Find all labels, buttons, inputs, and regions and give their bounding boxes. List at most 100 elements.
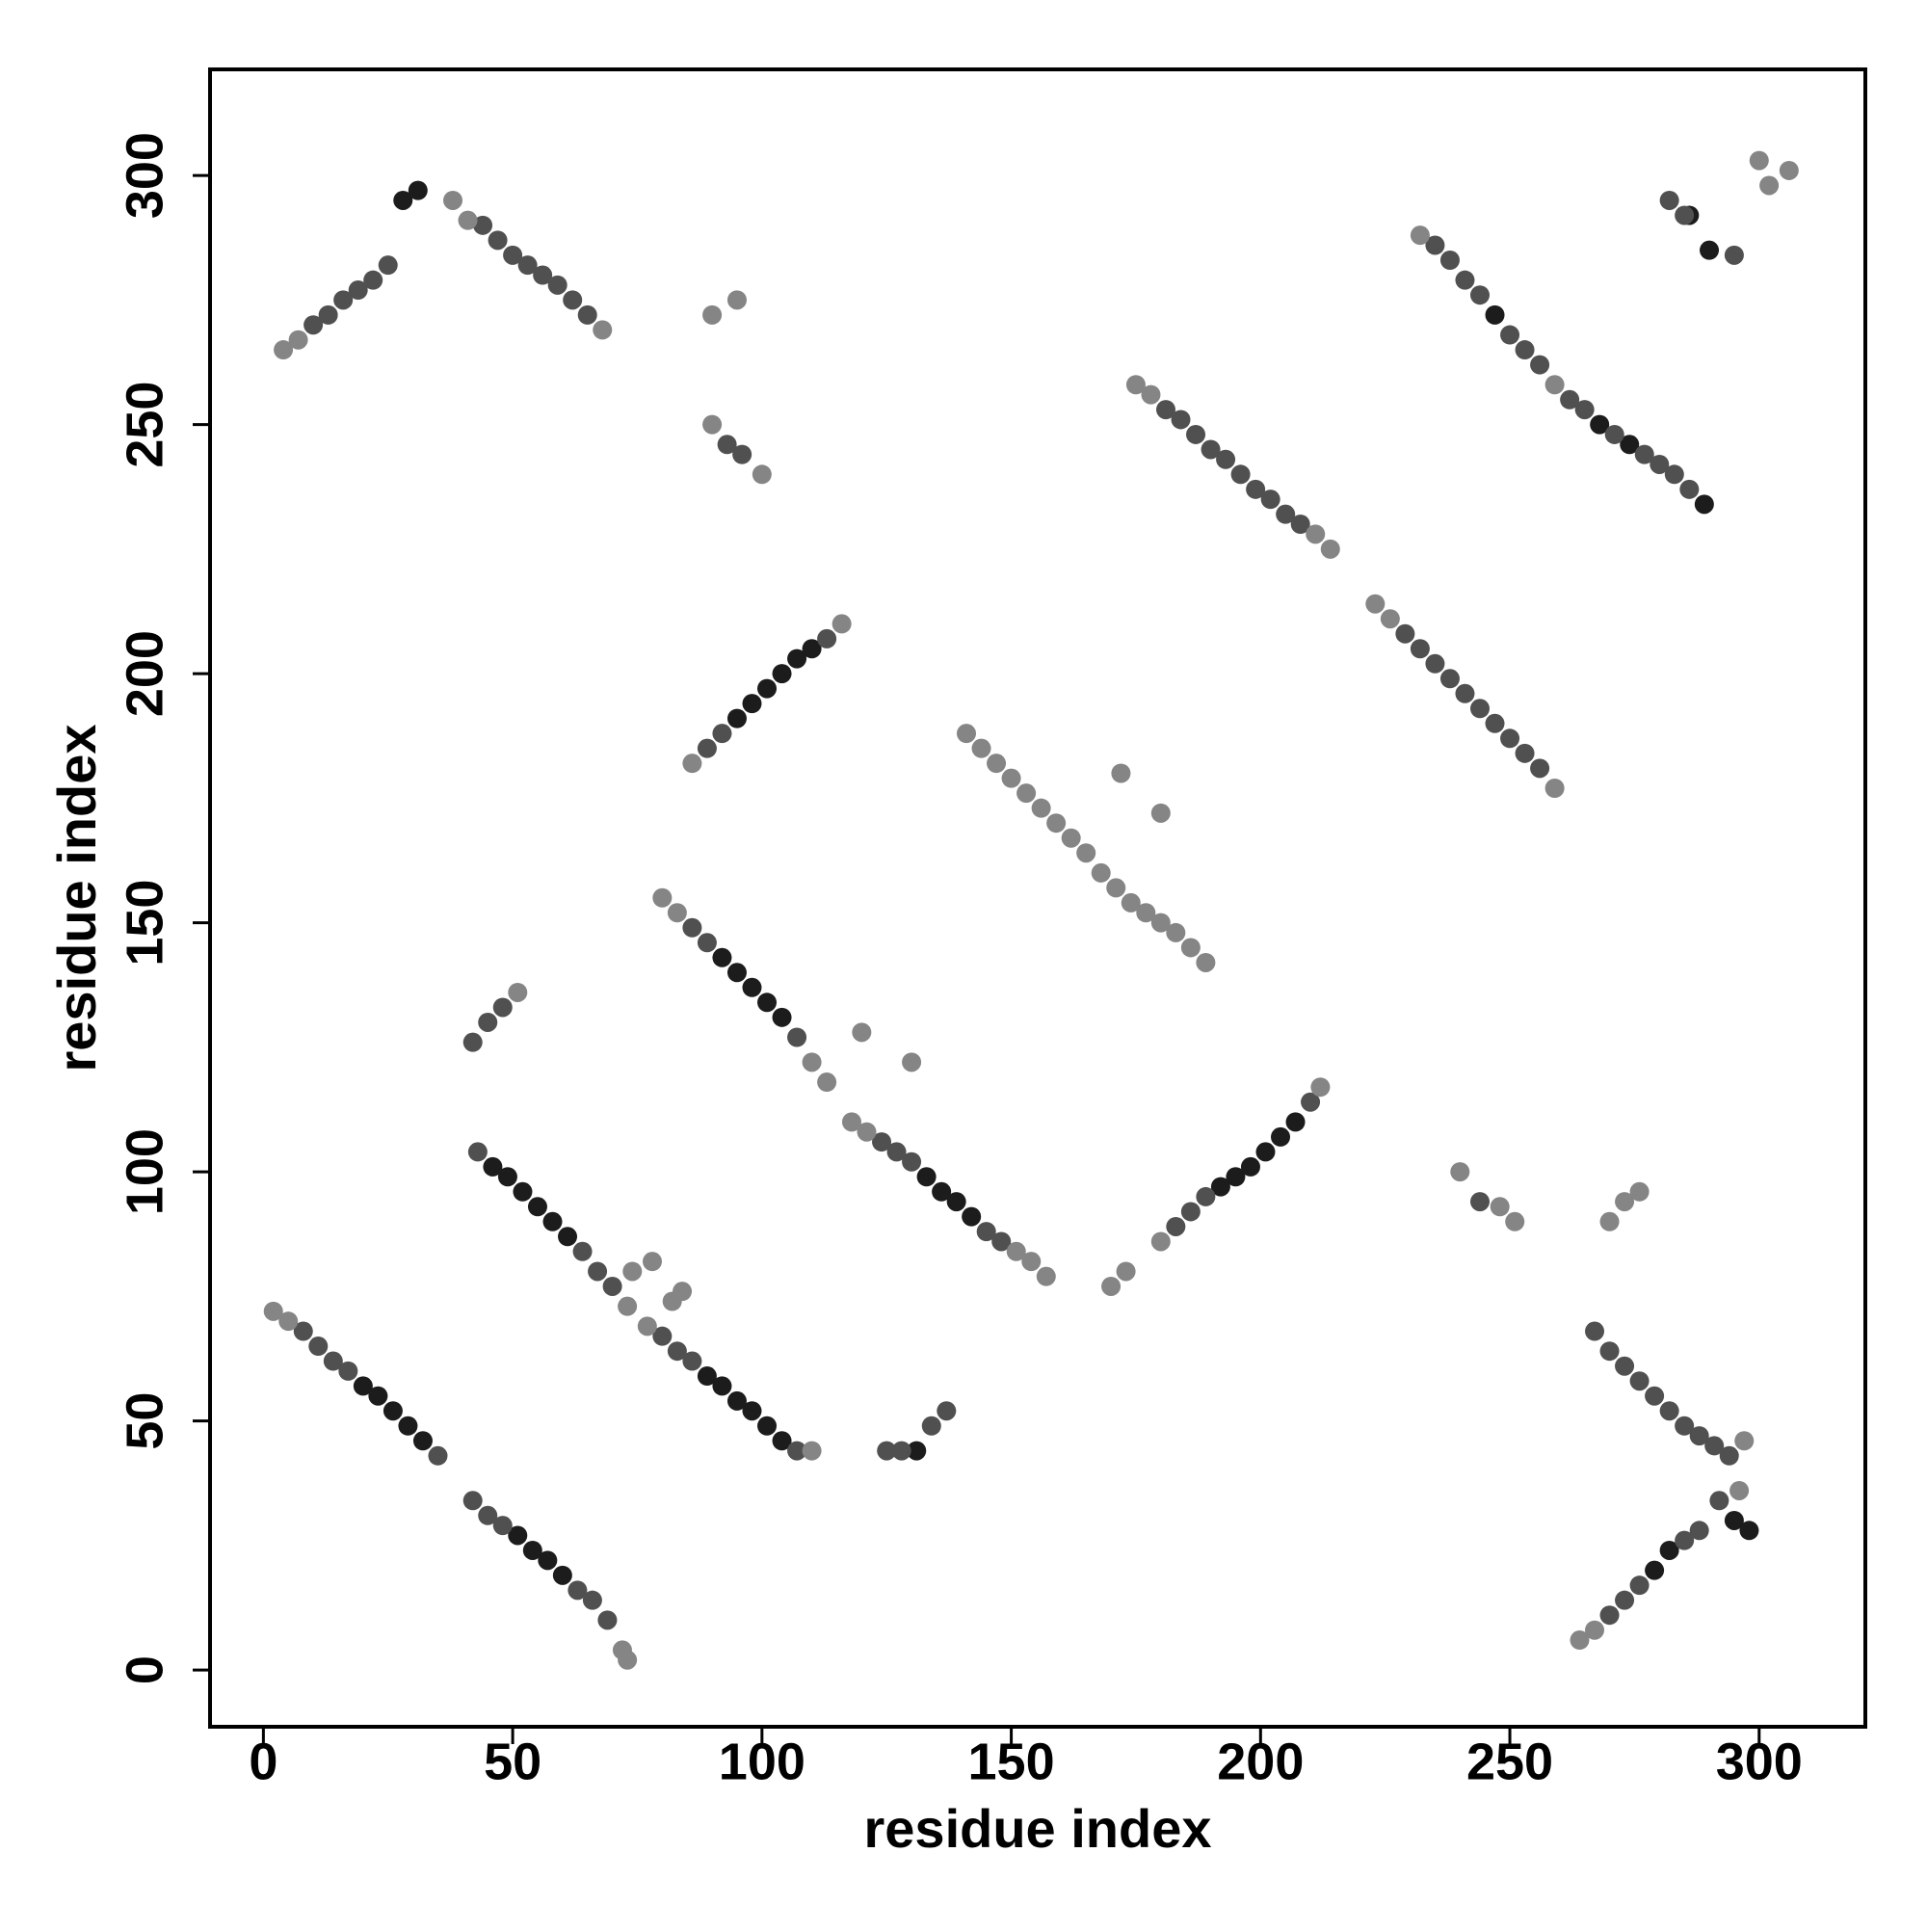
point — [1016, 783, 1037, 804]
point — [597, 1610, 618, 1630]
point — [293, 1321, 313, 1341]
point — [353, 1376, 373, 1396]
x-tick-label: 50 — [484, 1733, 541, 1790]
point — [652, 887, 673, 908]
point — [1155, 400, 1175, 420]
point — [987, 754, 1007, 774]
point — [1125, 375, 1146, 395]
point — [872, 1132, 892, 1152]
point — [1694, 494, 1714, 515]
point — [473, 215, 493, 235]
point — [443, 190, 463, 210]
point — [1141, 384, 1161, 405]
x-tick-label: 150 — [968, 1733, 1055, 1790]
point — [991, 1231, 1012, 1252]
point — [1689, 1521, 1709, 1541]
point — [802, 639, 822, 659]
point — [398, 1416, 418, 1436]
point — [288, 330, 308, 350]
point — [1196, 952, 1216, 972]
point — [428, 1445, 448, 1466]
point — [1585, 1620, 1605, 1640]
point — [1739, 1521, 1759, 1541]
point — [1490, 1197, 1510, 1217]
point — [1196, 1186, 1216, 1206]
point — [323, 1351, 343, 1371]
point — [1061, 828, 1081, 848]
point — [712, 724, 732, 744]
point — [1116, 1261, 1136, 1282]
point — [1001, 768, 1021, 788]
point — [1166, 1216, 1186, 1236]
point — [1629, 1181, 1650, 1202]
point — [1530, 758, 1550, 779]
point — [1629, 1371, 1650, 1391]
point — [682, 1351, 702, 1371]
point — [726, 708, 747, 728]
point — [363, 270, 383, 290]
point — [1240, 1156, 1260, 1177]
point — [588, 1261, 608, 1282]
point — [1574, 400, 1595, 420]
point — [1216, 449, 1236, 469]
point — [1150, 803, 1171, 823]
point — [907, 1441, 927, 1461]
point — [1121, 892, 1141, 913]
point — [1629, 1575, 1650, 1596]
y-tick-label: 100 — [116, 1128, 173, 1215]
point — [1560, 389, 1580, 410]
point — [1365, 594, 1386, 614]
point — [667, 1341, 687, 1362]
point — [492, 997, 513, 1018]
point — [1689, 1426, 1709, 1446]
x-tick-label: 100 — [719, 1733, 805, 1790]
point — [304, 315, 324, 335]
point — [1171, 410, 1191, 430]
point — [1246, 479, 1266, 499]
y-tick-label: 250 — [116, 382, 173, 468]
point — [503, 245, 523, 265]
point — [787, 648, 807, 669]
point — [1260, 490, 1280, 510]
point — [937, 1401, 957, 1421]
point — [338, 1361, 358, 1381]
plot-frame — [208, 67, 1867, 1729]
point — [1310, 1077, 1331, 1098]
point — [1230, 464, 1251, 485]
point — [383, 1401, 403, 1421]
point — [1455, 270, 1475, 290]
point — [841, 1112, 861, 1132]
point — [787, 1027, 807, 1047]
point — [1301, 1092, 1321, 1112]
y-axis-label: residue index — [46, 724, 107, 1072]
point — [772, 664, 792, 684]
point — [1645, 1560, 1665, 1580]
point — [1425, 235, 1445, 255]
point — [318, 304, 338, 325]
point — [1410, 639, 1430, 659]
point — [726, 963, 747, 983]
point — [533, 265, 553, 285]
point — [1664, 464, 1684, 485]
point — [593, 320, 613, 340]
x-axis-label: residue index — [863, 1798, 1211, 1859]
point — [1615, 1192, 1635, 1212]
point — [962, 1206, 982, 1227]
point — [547, 275, 568, 295]
point — [1485, 304, 1505, 325]
point — [572, 1241, 593, 1261]
point — [1006, 1241, 1026, 1261]
point — [1505, 1211, 1525, 1231]
point — [558, 1227, 578, 1247]
point — [673, 1282, 693, 1302]
point — [787, 1441, 807, 1461]
point — [517, 255, 538, 276]
point — [1180, 938, 1201, 958]
point — [1439, 251, 1460, 271]
point — [618, 1296, 638, 1316]
point — [1455, 683, 1475, 703]
point — [1749, 150, 1769, 171]
point — [393, 190, 413, 210]
point — [1395, 623, 1415, 644]
